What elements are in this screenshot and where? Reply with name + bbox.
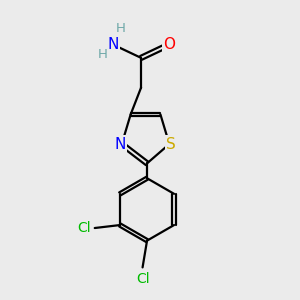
Text: Cl: Cl <box>77 221 91 235</box>
Text: H: H <box>98 48 107 62</box>
Text: N: N <box>115 136 126 152</box>
Text: H: H <box>115 22 125 34</box>
Text: Cl: Cl <box>136 272 149 286</box>
Text: S: S <box>166 136 176 152</box>
Text: N: N <box>107 37 118 52</box>
Text: O: O <box>163 37 175 52</box>
